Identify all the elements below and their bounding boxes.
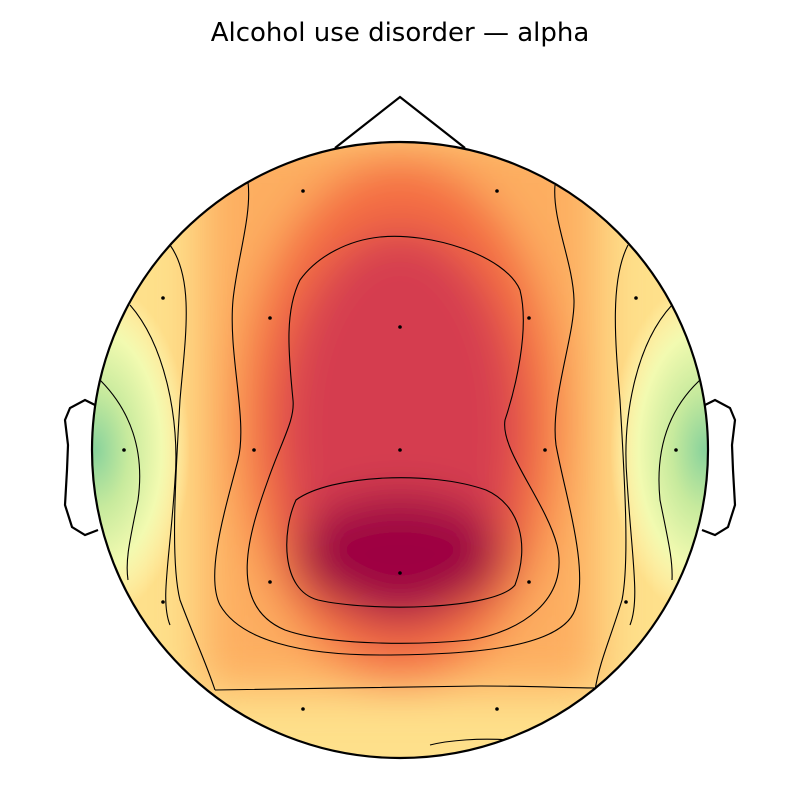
sensor-cz <box>398 448 402 452</box>
sensor-c3 <box>252 448 256 452</box>
sensor-o1 <box>301 707 305 711</box>
plot-title: Alcohol use disorder — alpha <box>210 18 590 48</box>
sensor-f7 <box>161 296 165 300</box>
sensor-fp1 <box>301 189 305 193</box>
sensor-t8 <box>674 448 678 452</box>
sensor-p4 <box>527 580 531 584</box>
sensor-f3 <box>268 316 272 320</box>
sensor-markers <box>122 189 678 711</box>
head-outline <box>63 95 737 760</box>
sensor-pz <box>398 571 402 575</box>
left-ear-outline <box>63 398 99 537</box>
sensor-f4 <box>527 316 531 320</box>
sensor-p7 <box>161 600 165 604</box>
sensor-c4 <box>543 448 547 452</box>
nose-outline <box>334 95 466 149</box>
sensor-t7 <box>122 448 126 452</box>
sensor-o2 <box>495 707 499 711</box>
sensor-fp2 <box>495 189 499 193</box>
sensor-p8 <box>624 600 628 604</box>
contour-lines <box>99 181 701 746</box>
sensor-fz <box>398 325 402 329</box>
right-ear-outline <box>701 398 737 537</box>
sensor-f8 <box>634 296 638 300</box>
sensor-p3 <box>268 580 272 584</box>
